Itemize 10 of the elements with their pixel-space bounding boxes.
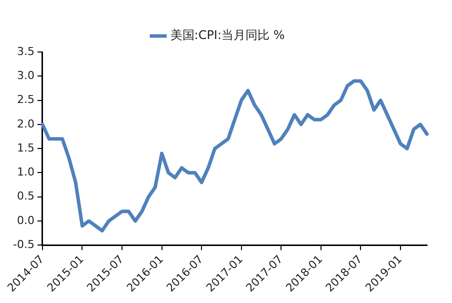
y-tick-label: 0.0 <box>16 214 34 227</box>
y-tick-label: 2.0 <box>16 117 34 130</box>
y-tick-label: 2.5 <box>16 93 34 106</box>
y-tick-label: 1.0 <box>16 166 34 179</box>
y-tick-label: 3.5 <box>16 44 34 58</box>
y-tick-label: 0.5 <box>16 190 34 203</box>
y-tick-label: 1.5 <box>16 141 34 154</box>
y-tick-label: 3.0 <box>16 69 34 82</box>
legend-label: 美国:CPI:当月同比 % <box>170 28 285 42</box>
y-tick-label: -0.5 <box>12 238 34 252</box>
